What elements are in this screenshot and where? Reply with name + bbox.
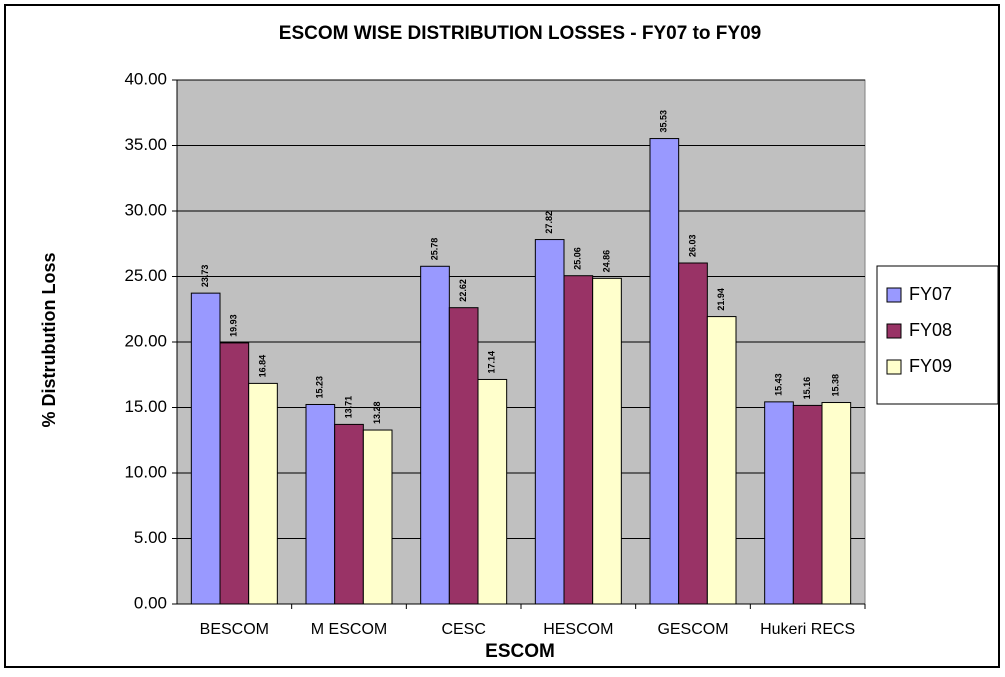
x-tick-label: CESC bbox=[441, 621, 485, 638]
bar bbox=[362, 429, 393, 605]
bar bbox=[190, 292, 221, 605]
x-axis-label: ESCOM bbox=[485, 641, 555, 662]
legend-swatch bbox=[886, 359, 902, 375]
data-label: 17.14 bbox=[487, 351, 497, 374]
bar bbox=[706, 316, 737, 605]
bar bbox=[248, 382, 278, 605]
data-label: 15.16 bbox=[802, 377, 812, 400]
data-label: 19.93 bbox=[229, 314, 239, 337]
data-label: 21.94 bbox=[716, 288, 726, 311]
data-label: 27.82 bbox=[544, 211, 554, 234]
x-tick-label: HESCOM bbox=[543, 621, 613, 638]
x-tick-label: Hukeri RECS bbox=[760, 621, 855, 638]
data-label: 35.53 bbox=[659, 110, 669, 133]
y-tick-label: 40.00 bbox=[124, 69, 167, 88]
legend-label: FY08 bbox=[909, 320, 952, 340]
data-label: 24.86 bbox=[601, 250, 611, 273]
data-label: 16.84 bbox=[257, 355, 267, 378]
bar bbox=[334, 423, 364, 605]
data-label: 13.28 bbox=[372, 402, 382, 425]
legend-swatch bbox=[886, 287, 902, 303]
bar bbox=[563, 275, 594, 605]
y-tick-label: 30.00 bbox=[124, 200, 167, 219]
data-label: 15.43 bbox=[773, 373, 783, 396]
data-label: 23.73 bbox=[200, 265, 210, 288]
data-label: 26.03 bbox=[687, 234, 697, 257]
x-tick-label: BESCOM bbox=[200, 621, 269, 638]
bar bbox=[219, 342, 250, 605]
bar bbox=[420, 265, 450, 605]
data-label: 15.38 bbox=[831, 374, 841, 397]
bar bbox=[448, 307, 479, 605]
bar bbox=[649, 138, 680, 605]
data-label: 13.71 bbox=[343, 396, 353, 419]
y-tick-label: 10.00 bbox=[124, 462, 167, 481]
bar bbox=[678, 262, 708, 605]
bar bbox=[477, 378, 508, 605]
legend-label: FY09 bbox=[909, 356, 952, 376]
bar bbox=[534, 239, 565, 605]
bar bbox=[764, 401, 794, 605]
bar bbox=[592, 277, 622, 605]
x-tick-label: GESCOM bbox=[657, 621, 728, 638]
y-tick-label: 20.00 bbox=[124, 331, 167, 350]
bar bbox=[305, 403, 336, 605]
y-axis-label: % Distrubution Loss bbox=[39, 253, 59, 428]
data-label: 15.23 bbox=[315, 376, 325, 399]
legend-swatch bbox=[886, 323, 902, 339]
data-label: 25.06 bbox=[573, 247, 583, 270]
data-label: 22.62 bbox=[458, 279, 468, 302]
x-tick-label: M ESCOM bbox=[311, 621, 387, 638]
y-tick-label: 5.00 bbox=[134, 528, 167, 547]
y-tick-label: 0.00 bbox=[134, 593, 167, 612]
y-tick-label: 25.00 bbox=[124, 266, 167, 285]
chart-title: ESCOM WISE DISTRIBUTION LOSSES - FY07 to… bbox=[279, 23, 761, 44]
bar bbox=[821, 402, 852, 605]
y-tick-label: 35.00 bbox=[124, 135, 167, 154]
y-tick-label: 15.00 bbox=[124, 397, 167, 416]
legend-label: FY07 bbox=[909, 284, 952, 304]
bar bbox=[792, 404, 823, 605]
data-label: 25.78 bbox=[429, 238, 439, 261]
